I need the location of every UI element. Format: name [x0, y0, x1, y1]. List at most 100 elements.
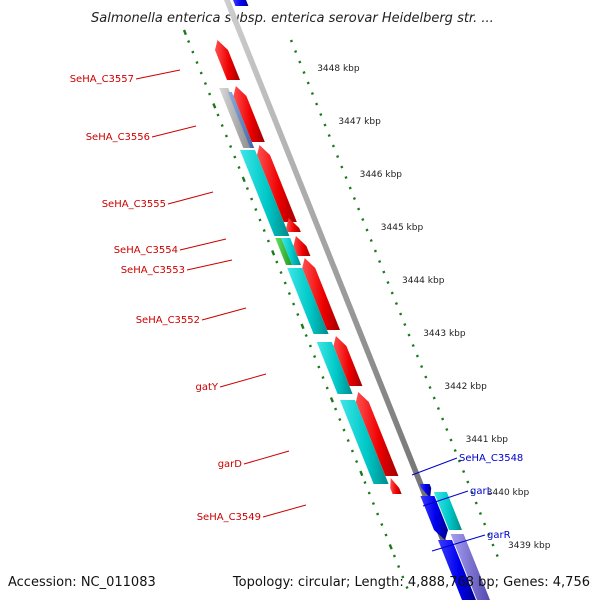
inner-tick-mark	[287, 292, 291, 295]
outer-tick-mark	[432, 396, 436, 400]
gene-label-leader-line	[186, 259, 233, 271]
outer-tick-mark	[487, 533, 491, 536]
reverse-gene-label[interactable]: SeHA_C3555	[102, 199, 166, 210]
reverse-gene-label[interactable]: SeHA_C3556	[86, 132, 150, 143]
outer-tick-mark	[289, 39, 293, 43]
forward-cds-arrow	[233, 0, 249, 6]
outer-tick-mark	[352, 197, 356, 200]
forward-gene-label[interactable]: SeHA_C3548	[459, 453, 523, 464]
outer-tick-mark	[382, 270, 386, 274]
reverse-gene-label[interactable]: SeHA_C3549	[197, 512, 261, 523]
reverse-cds-arrow	[355, 392, 399, 476]
outer-tick-mark	[436, 407, 440, 410]
kbp-marker-label: 3444 kbp	[402, 276, 445, 286]
inner-tick-mark	[241, 176, 246, 183]
outer-tick-mark	[449, 438, 453, 442]
outer-tick-mark	[403, 323, 407, 326]
inner-tick-mark	[279, 271, 283, 274]
inner-tick-mark	[371, 502, 375, 505]
outer-tick-mark	[373, 249, 377, 253]
outer-tick-mark	[365, 228, 369, 232]
forward-gene-label[interactable]: garR	[487, 530, 511, 541]
cog-cyan-block	[340, 400, 389, 484]
inner-tick-mark	[182, 29, 187, 36]
cog-gray-block	[219, 88, 253, 148]
outer-tick-mark	[315, 102, 319, 106]
inner-tick-mark	[334, 407, 338, 411]
inner-tick-mark	[245, 187, 249, 190]
reverse-cds-arrow	[215, 40, 240, 80]
cog-lavender-block	[450, 534, 490, 600]
inner-tick-mark	[392, 554, 396, 558]
forward-cds-arrow	[419, 484, 432, 498]
outer-tick-mark	[319, 113, 323, 116]
tick-ruler	[182, 29, 499, 589]
gene-label-leader-line	[243, 450, 290, 465]
gene-label-leader-line	[411, 457, 458, 476]
inner-tick-mark	[266, 239, 270, 243]
inner-tick-mark	[388, 544, 393, 550]
reverse-cds-arrow	[302, 258, 340, 330]
reverse-gene-label[interactable]: garD	[218, 459, 243, 470]
outer-tick-mark	[306, 81, 310, 85]
map-title: Salmonella enterica subsp. enterica sero…	[91, 11, 494, 26]
reverse-gene-label[interactable]: SeHA_C3554	[114, 245, 178, 256]
reverse-cds-arrow	[286, 218, 301, 232]
reverse-gene-label[interactable]: SeHA_C3553	[121, 265, 185, 276]
cog-cyan-block	[287, 268, 329, 334]
outer-tick-mark	[495, 554, 499, 557]
reverse-cds-arrow	[233, 86, 265, 142]
kbp-marker-label: 3448 kbp	[317, 64, 360, 74]
outer-tick-mark	[357, 207, 361, 211]
outer-tick-mark	[348, 186, 352, 190]
inner-tick-mark	[321, 376, 325, 379]
reverse-gene-label[interactable]: SeHA_C3557	[70, 74, 134, 85]
kbp-marker-label: 3442 kbp	[444, 382, 487, 392]
kbp-marker-label: 3443 kbp	[423, 329, 466, 339]
gene-label-leader-line	[179, 238, 227, 251]
genome-backbone	[224, 0, 470, 600]
inner-tick-mark	[304, 334, 308, 337]
inner-tick-mark	[359, 470, 364, 477]
outer-tick-mark	[453, 449, 457, 452]
outer-tick-mark	[457, 459, 461, 463]
inner-tick-mark	[367, 491, 371, 495]
outer-tick-mark	[470, 491, 474, 494]
cog-cyan-block	[240, 150, 290, 236]
outer-tick-mark	[424, 375, 428, 379]
inner-tick-mark	[363, 481, 367, 484]
inner-tick-mark	[216, 113, 220, 117]
inner-tick-mark	[317, 365, 321, 369]
forward-gene-label[interactable]: garL	[470, 486, 493, 497]
outer-tick-mark	[466, 480, 470, 484]
reverse-gene-label[interactable]: gatY	[195, 382, 218, 393]
inner-tick-mark	[350, 449, 354, 453]
outer-tick-mark	[441, 417, 445, 421]
outer-tick-mark	[407, 333, 411, 337]
cog-cyan-block	[316, 342, 353, 394]
outer-tick-mark	[411, 344, 415, 347]
outer-tick-mark	[294, 50, 298, 53]
inner-tick-mark	[342, 428, 346, 432]
reverse-gene-label[interactable]: SeHA_C3552	[136, 315, 200, 326]
outer-tick-mark	[323, 123, 327, 127]
kbp-marker-label: 3439 kbp	[508, 541, 551, 551]
inner-tick-mark	[224, 134, 228, 138]
outer-tick-mark	[302, 71, 306, 74]
kbp-marker-label: 3441 kbp	[466, 435, 509, 445]
inner-tick-mark	[308, 344, 312, 348]
outer-tick-mark	[420, 365, 424, 368]
inner-tick-mark	[262, 229, 266, 232]
outer-tick-mark	[327, 134, 331, 137]
outer-tick-mark	[483, 522, 487, 526]
outer-tick-mark	[462, 470, 466, 473]
reverse-cds-arrow	[293, 236, 311, 256]
inner-tick-mark	[384, 533, 388, 537]
outer-tick-mark	[386, 281, 390, 284]
outer-tick-mark	[394, 302, 398, 305]
outer-tick-mark	[310, 92, 314, 95]
outer-tick-mark	[344, 176, 348, 179]
inner-tick-mark	[397, 565, 401, 568]
outer-tick-mark	[331, 144, 335, 148]
cog-cyan-block	[433, 492, 462, 530]
